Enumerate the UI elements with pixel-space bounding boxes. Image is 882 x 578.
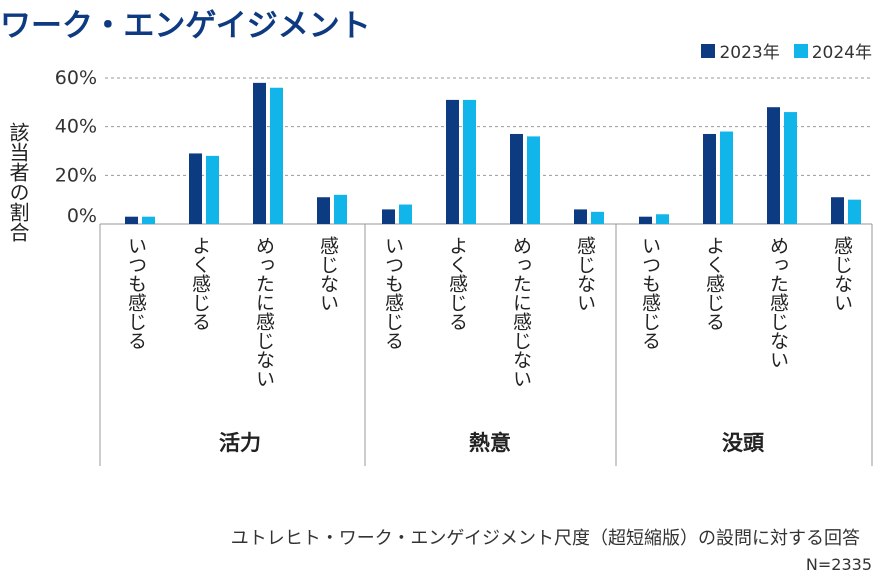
- bar-2024: [527, 136, 540, 224]
- bar-2023: [189, 153, 202, 224]
- category-label: いつも感じる: [382, 236, 404, 350]
- bar-2023: [639, 216, 652, 224]
- y-axis-label: 該当者の割合: [6, 122, 30, 242]
- category-label: よく感じる: [703, 236, 725, 331]
- category-label: めったに感じない: [510, 236, 532, 388]
- sample-size: N=2335: [805, 555, 872, 574]
- bar-2023: [767, 107, 780, 224]
- bar-2023: [574, 209, 587, 224]
- category-label: いつも感じる: [125, 236, 147, 350]
- bar-2023: [703, 133, 716, 224]
- legend-item-2024: 2024年: [793, 38, 872, 63]
- bar-2023: [253, 82, 266, 224]
- category-label: 感じない: [831, 236, 853, 312]
- legend-label-2023: 2023年: [719, 43, 780, 63]
- legend-label-2024: 2024年: [811, 43, 872, 63]
- bar-2023: [382, 209, 395, 224]
- bar-2023: [125, 216, 138, 224]
- group-label: 活力: [219, 431, 261, 455]
- y-tick-label: 60%: [55, 67, 97, 89]
- bar-2024: [206, 155, 219, 224]
- category-label: よく感じる: [446, 236, 468, 331]
- legend-swatch-2024: [793, 43, 808, 58]
- legend-swatch-2023: [701, 43, 716, 58]
- category-label: いつも感じる: [639, 236, 661, 350]
- bar-2024: [720, 131, 733, 224]
- bar-2024: [463, 99, 476, 224]
- footnote: ユトレヒト・ワーク・エンゲイジメント尺度（超短縮版）の設問に対する回答: [230, 528, 860, 549]
- bar-2023: [317, 197, 330, 224]
- category-label: めったに感じない: [253, 236, 275, 388]
- y-tick-label: 40%: [55, 116, 97, 138]
- group-label: 没頭: [722, 431, 765, 455]
- bar-2023: [831, 197, 844, 224]
- y-tick-label: 0%: [67, 205, 97, 227]
- bar-2024: [784, 112, 797, 224]
- y-tick-label: 20%: [55, 164, 97, 186]
- category-label: 感じない: [317, 236, 339, 312]
- bar-2024: [270, 87, 283, 224]
- bar-2024: [399, 204, 412, 224]
- bar-2024: [848, 199, 861, 224]
- legend: 2023年 2024年: [701, 38, 872, 63]
- group-label: 熱意: [469, 431, 511, 455]
- bar-2024: [142, 216, 155, 224]
- bar-2023: [446, 99, 459, 224]
- legend-item-2023: 2023年: [701, 38, 780, 63]
- bar-2023: [510, 133, 523, 224]
- category-label: めった感じない: [767, 236, 789, 369]
- bar-2024: [334, 194, 347, 224]
- chart-title: ワーク・エンゲイジメント: [0, 8, 371, 44]
- category-label: よく感じる: [189, 236, 211, 331]
- bar-2024: [591, 211, 604, 224]
- bar-2024: [656, 214, 669, 224]
- category-label: 感じない: [574, 236, 596, 312]
